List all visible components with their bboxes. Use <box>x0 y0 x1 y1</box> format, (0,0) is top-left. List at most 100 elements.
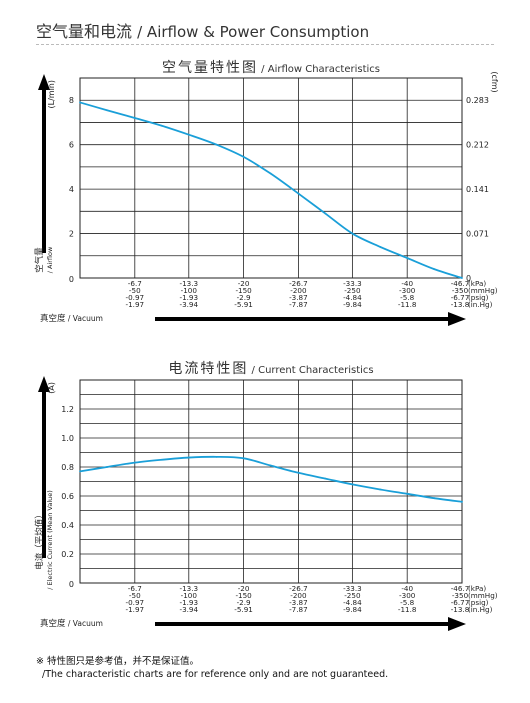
x-tick-label: -3.87 <box>289 598 308 607</box>
x-tick-label: -33.3 <box>343 584 362 593</box>
series-point <box>269 172 272 175</box>
x-tick-label: -3.94 <box>179 300 198 309</box>
x-tick-label: -7.87 <box>289 300 308 309</box>
series-point <box>79 470 81 473</box>
series-point <box>351 232 354 235</box>
x-tick-label: -7.87 <box>289 605 308 614</box>
x-tick-label: -100 <box>181 591 198 600</box>
series-point <box>133 117 136 119</box>
x-tick-label: -1.93 <box>179 598 198 607</box>
series-line <box>79 455 463 503</box>
x-axis-arrow-head <box>448 312 466 326</box>
x-axis-arrow-shaft <box>155 317 452 321</box>
footnote-en: /The characteristic charts are for refer… <box>42 669 389 680</box>
x-tick-label: -50 <box>129 591 141 600</box>
page-title: 空气量和电流 / Airflow & Power Consumption <box>36 18 369 42</box>
x-axis-title-cn: 真空度 <box>40 618 66 629</box>
x-tick-label: -3.94 <box>179 605 198 614</box>
y-tick-label: 0.6 <box>61 492 74 501</box>
x-unit-label: (psig) <box>468 293 489 302</box>
chart-title: 空气量特性图 / Airflow Characteristics <box>162 60 380 76</box>
plot-frame <box>79 379 463 584</box>
series-point <box>187 456 190 459</box>
x-tick-label: -20 <box>238 279 250 288</box>
x-tick-label: -13.8 <box>451 605 470 614</box>
x-tick-label: -1.97 <box>126 605 145 614</box>
x-tick-label: -9.84 <box>343 300 362 309</box>
x-tick-label: -1.97 <box>126 300 145 309</box>
x-tick-label: -150 <box>235 591 252 600</box>
chart-title-cn: 空气量特性图 <box>162 60 258 76</box>
chart-title-cn: 电流特性图 <box>168 361 248 377</box>
x-unit-label: (mmHg) <box>468 591 498 600</box>
series-point <box>406 492 409 495</box>
y-tick-label: 4 <box>69 185 74 194</box>
series-point <box>406 257 409 259</box>
x-tick-label: -1.93 <box>179 293 198 302</box>
y-axis-arrow-head <box>38 74 50 90</box>
series-point <box>379 488 382 491</box>
x-tick-label: -11.8 <box>398 300 417 309</box>
series-point <box>351 483 354 486</box>
y-right-tick-label: 0 <box>466 274 471 283</box>
x-tick-label: -4.84 <box>343 293 362 302</box>
y-axis-title-cn: 电流（平均值） <box>34 510 45 570</box>
y-axis-arrow-shaft <box>42 86 46 253</box>
y-unit-label: (L/min) <box>47 80 56 108</box>
series-point <box>106 109 108 112</box>
x-tick-label: -50 <box>129 286 141 295</box>
x-tick-label: -100 <box>181 286 198 295</box>
x-axis-title: 真空度 / Vacuum <box>40 618 103 629</box>
series-point <box>215 455 218 458</box>
x-tick-label: -6.7 <box>128 279 142 288</box>
x-unit-label: (in.Hg) <box>468 605 493 614</box>
y-axis-arrow-head <box>38 376 50 392</box>
y-right-tick-label: 0.141 <box>466 185 489 194</box>
x-tick-label: -33.3 <box>343 279 362 288</box>
series-point <box>106 466 108 468</box>
x-tick-label: -5.91 <box>234 300 253 309</box>
origin-label: 0 <box>69 580 74 589</box>
x-tick-label: -46.7 <box>451 279 470 288</box>
x-axis-arrow-head <box>448 617 466 631</box>
current-chart: 电流特性图 / Current Characteristics 0.2 0.4 0.6… <box>34 361 498 631</box>
y-axis-title-cn: 空气量 <box>34 247 45 273</box>
x-tick-label: -5.91 <box>234 605 253 614</box>
chart-title: 电流特性图 / Current Characteristics <box>168 361 373 377</box>
y-right-tick-label: 0.212 <box>466 141 489 150</box>
x-tick-label: -200 <box>290 591 307 600</box>
x-axis-title-cn: 真空度 <box>40 313 66 324</box>
series-point <box>79 101 81 104</box>
y-right-tick-label: 0.283 <box>466 96 489 105</box>
y-unit-label: (A) <box>47 382 56 394</box>
x-axis-arrow-shaft <box>155 622 452 626</box>
x-tick-label: -9.84 <box>343 605 362 614</box>
x-unit-label: (in.Hg) <box>468 300 493 309</box>
y-right-tick-label: 0.071 <box>466 230 489 239</box>
y-tick-label: 1.0 <box>61 434 74 443</box>
series-point <box>160 458 163 461</box>
series-line <box>79 101 463 279</box>
x-tick-label: -6.77 <box>451 293 470 302</box>
series-point <box>297 471 300 474</box>
origin-label: 0 <box>69 275 74 284</box>
series-point <box>433 268 436 271</box>
series-point <box>379 245 382 248</box>
y-right-unit-label: (cfm) <box>490 71 499 92</box>
x-tick-label: -46.7 <box>451 584 470 593</box>
x-tick-label: -150 <box>235 286 252 295</box>
x-tick-label: -0.97 <box>126 598 145 607</box>
series-point <box>269 464 272 467</box>
series-point <box>461 277 463 279</box>
plot-frame <box>79 77 463 279</box>
series-point <box>324 477 327 480</box>
title-divider <box>36 44 494 45</box>
series-point <box>215 143 218 146</box>
x-tick-label: -20 <box>238 584 250 593</box>
y-tick-label: 6 <box>69 141 74 150</box>
x-unit-label: (psig) <box>468 598 489 607</box>
x-tick-label: -350 <box>452 286 469 295</box>
x-tick-label: -2.9 <box>237 598 251 607</box>
page-title-en: / Airflow & Power Consumption <box>137 23 370 41</box>
x-unit-label: (kPa) <box>468 584 486 593</box>
